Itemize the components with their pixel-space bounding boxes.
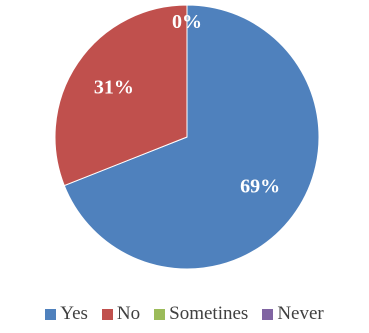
pie-chart: 69% 31% 0% xyxy=(54,4,320,270)
legend-item-no: No xyxy=(101,303,141,325)
data-label-yes: 69% xyxy=(240,176,280,198)
data-label-sometines: 0% xyxy=(172,11,202,33)
legend-item-never: Never xyxy=(262,303,324,325)
legend-label-yes: Yes xyxy=(60,303,88,324)
legend-label-no: No xyxy=(116,303,141,324)
legend-swatch-never xyxy=(262,308,274,320)
data-label-no: 31% xyxy=(94,76,134,98)
slice-no xyxy=(54,4,188,187)
legend-label-sometines: Sometines xyxy=(169,303,249,324)
legend-item-yes: Yes xyxy=(45,303,88,325)
legend: Yes No Sometines Never xyxy=(0,302,369,326)
legend-label-never: Never xyxy=(277,303,324,324)
legend-swatch-sometines xyxy=(154,308,166,320)
legend-swatch-yes xyxy=(45,308,57,320)
slice-yes xyxy=(63,4,320,270)
data-labels: 69% 31% 0% xyxy=(94,11,280,198)
legend-swatch-no xyxy=(101,308,113,320)
legend-item-sometines: Sometines xyxy=(154,303,248,325)
pie-slices xyxy=(54,4,320,270)
